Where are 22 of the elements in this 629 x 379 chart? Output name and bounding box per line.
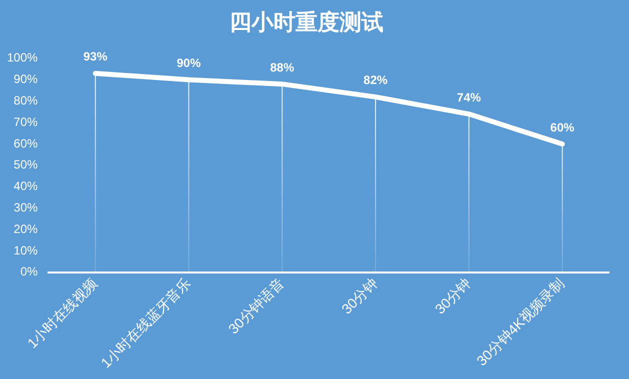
x-tick-label: 1小时在线蓝牙音乐 [98, 274, 194, 371]
y-tick-label: 40% [14, 179, 38, 194]
y-tick-label: 100% [6, 50, 38, 65]
y-tick-label: 30% [14, 200, 38, 215]
y-tick-label: 80% [14, 94, 38, 108]
data-label: 88% [270, 60, 294, 74]
x-tick-label: 30分钟语音 [225, 274, 288, 337]
x-tick-label: 30分钟 [432, 274, 474, 318]
data-label: 74% [456, 90, 482, 104]
data-label: 90% [176, 56, 202, 70]
y-tick-label: 50% [14, 158, 38, 172]
y-tick-label: 90% [14, 72, 38, 86]
y-tick-label: 20% [14, 222, 38, 236]
data-label: 60% [550, 120, 575, 134]
y-tick-label: 60% [14, 136, 38, 150]
x-tick-label: 30分钟 [338, 274, 380, 318]
y-tick-label: 10% [14, 243, 38, 258]
data-label: 82% [364, 73, 388, 88]
y-tick-label: 70% [14, 114, 38, 129]
chart-title: 四小时重度测试 [230, 9, 384, 34]
x-tick-label: 30分钟4K视频录制 [473, 274, 568, 369]
data-label: 93% [83, 50, 108, 64]
